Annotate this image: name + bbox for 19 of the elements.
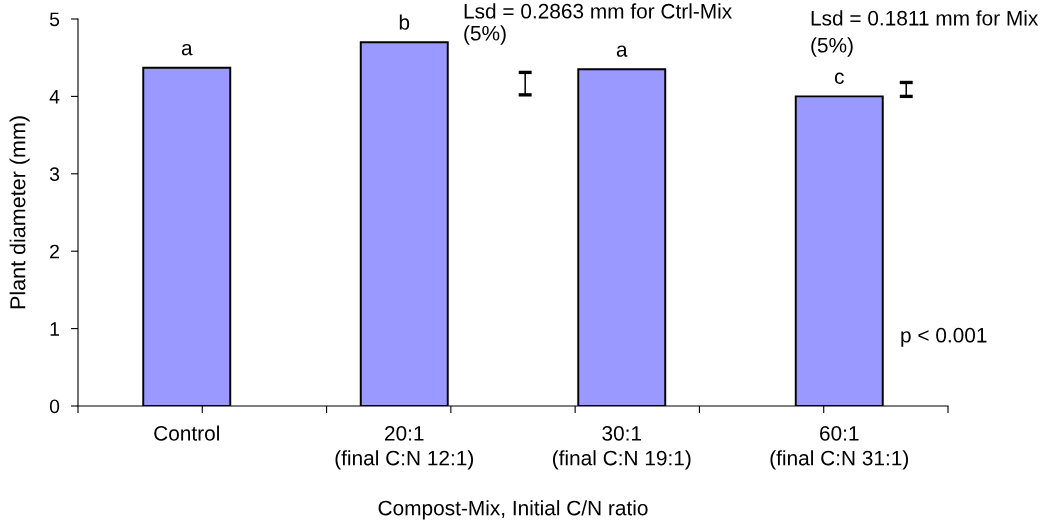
- y-tick-label: 3: [49, 167, 60, 182]
- x-axis-title: Compost-Mix, Initial C/N ratio: [378, 500, 648, 520]
- x-tick-label: 60:1 (final C:N 31:1): [770, 425, 909, 470]
- x-tick-label: 30:1 (final C:N 19:1): [553, 425, 691, 470]
- data-label: c: [834, 72, 844, 84]
- y-tick-label: 2: [50, 244, 59, 259]
- x-tick-label: Control: [154, 425, 219, 441]
- y-tick-label: 0: [49, 399, 60, 414]
- annotation: Lsd = 0.2863 mm for Ctrl-Mix (5%): [464, 3, 732, 45]
- y-tick-label: 4: [49, 90, 60, 104]
- y-tick-label: 1: [50, 322, 59, 336]
- y-axis-title: Plant diameter (mm): [9, 116, 30, 309]
- annotation: p < 0.001: [901, 327, 987, 347]
- y-tick-label: 5: [49, 12, 60, 27]
- data-label: a: [181, 43, 193, 56]
- x-tick-label: 20:1 (final C:N 12:1): [335, 425, 474, 470]
- data-label: b: [399, 14, 410, 30]
- data-label: a: [616, 45, 628, 57]
- annotation: Lsd = 0.1811 mm for Mix (5%): [811, 10, 1039, 57]
